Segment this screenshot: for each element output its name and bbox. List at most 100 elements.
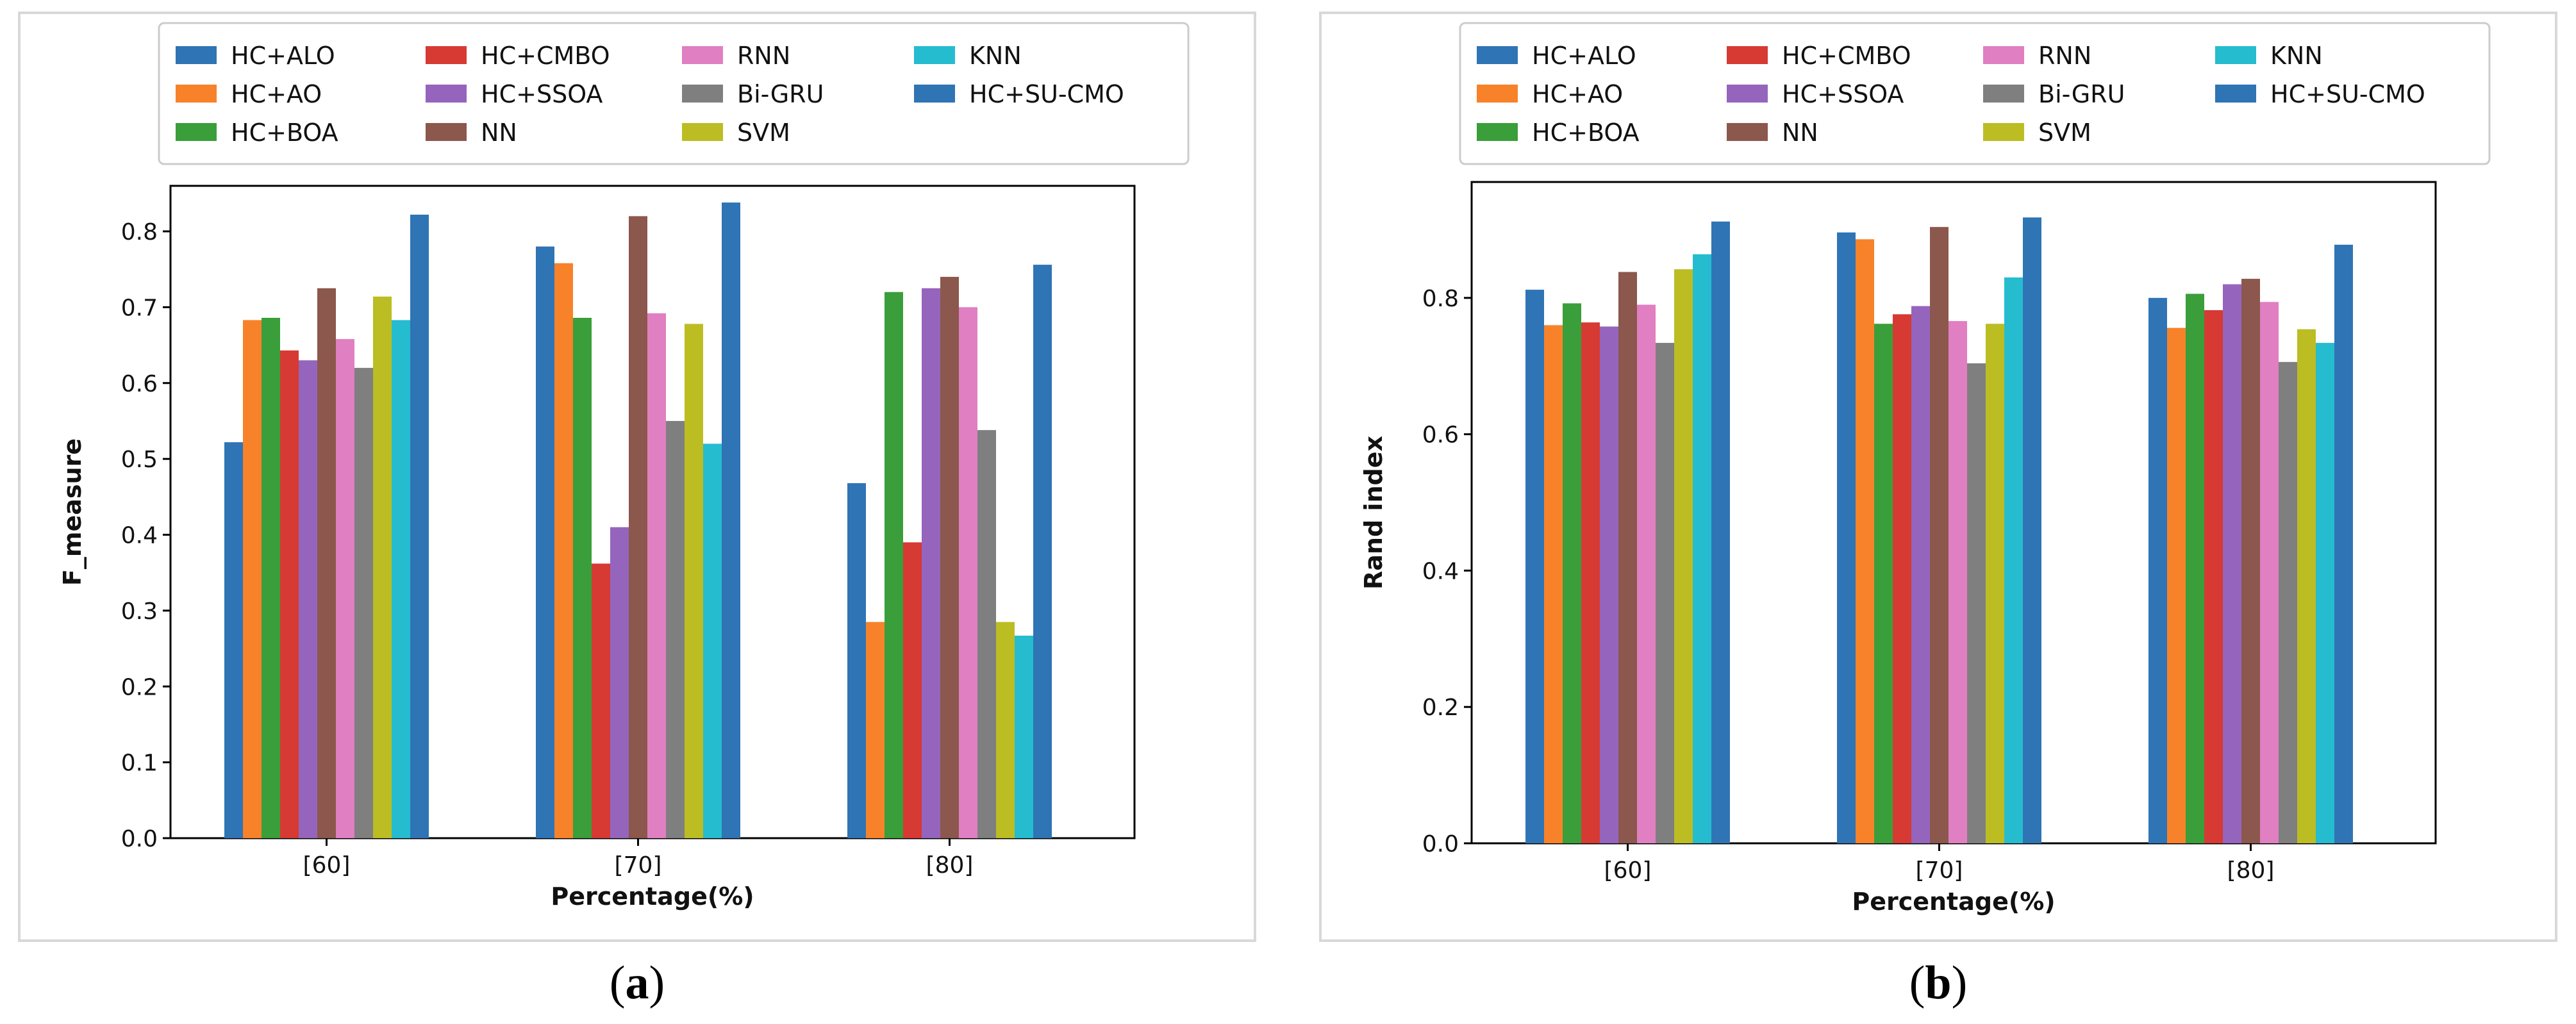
bar-hc-ao-80: [2167, 327, 2186, 843]
legend-swatch-hc-cmbo: [426, 46, 467, 64]
bar-nn-60: [317, 288, 336, 838]
x-tick-label: [80]: [2227, 857, 2275, 884]
legend-swatch-rnn: [1983, 46, 2024, 64]
y-tick-label: 0.2: [121, 674, 158, 700]
legend-label-bi-gru: Bi-GRU: [737, 80, 824, 108]
bar-nn-70: [1930, 227, 1949, 843]
bar-hc-boa-80: [885, 292, 903, 838]
legend-label-hc-ao: HC+AO: [1532, 80, 1623, 108]
y-tick-label: 0.2: [1422, 695, 1459, 721]
bar-hc-su-cmo-70: [2023, 217, 2041, 843]
legend-swatch-hc-alo: [1477, 46, 1518, 64]
legend-swatch-nn: [1727, 123, 1768, 141]
legend-swatch-hc-cmbo: [1727, 46, 1768, 64]
bar-hc-ao-80: [866, 622, 885, 838]
bar-svm-70: [685, 324, 703, 838]
legend-swatch-hc-ssoa: [1727, 85, 1768, 103]
bar-svm-80: [2297, 329, 2316, 843]
legend-label-bi-gru: Bi-GRU: [2038, 80, 2125, 108]
bar-bi-gru-80: [977, 430, 996, 838]
bar-hc-cmbo-70: [592, 563, 610, 838]
bar-hc-ssoa-60: [1600, 326, 1618, 843]
bar-hc-alo-60: [1525, 290, 1544, 843]
chart-panel-a: 0.0 0.1 0.2 0.3 0.4 0.5 0.6 0.7 0.8 F_measure [60]…: [18, 12, 1256, 942]
legend-label-hc-su-cmo: HC+SU-CMO: [2270, 80, 2425, 108]
legend-swatch-knn: [914, 46, 955, 64]
legend-swatch-hc-ssoa: [426, 85, 467, 103]
bar-knn-80: [1015, 635, 1033, 838]
bar-bi-gru-60: [354, 368, 373, 838]
bar-bi-gru-70: [666, 420, 685, 838]
bar-hc-ao-60: [1544, 325, 1563, 843]
legend-label-nn: NN: [1782, 119, 1818, 147]
legend-swatch-hc-ao: [1477, 85, 1518, 103]
legend-label-hc-cmbo: HC+CMBO: [1782, 42, 1911, 70]
y-tick-label: 0.7: [121, 295, 158, 321]
legend-swatch-hc-su-cmo: [914, 85, 955, 103]
bar-bi-gru-70: [1967, 363, 1986, 843]
bar-hc-su-cmo-70: [722, 202, 740, 838]
legend-swatch-nn: [426, 123, 467, 141]
y-tick-label: 0.6: [1422, 422, 1459, 449]
legend-swatch-hc-boa: [176, 123, 217, 141]
bar-rnn-70: [647, 313, 666, 838]
bar-rnn-80: [959, 307, 977, 838]
legend-label-nn: NN: [481, 119, 517, 147]
bar-rnn-60: [336, 339, 354, 838]
bar-hc-alo-80: [2148, 297, 2167, 843]
legend-swatch-svm: [1983, 123, 2024, 141]
legend-label-hc-ssoa: HC+SSOA: [1782, 80, 1904, 108]
bar-svm-70: [1986, 324, 2004, 844]
legend-label-hc-boa: HC+BOA: [231, 119, 338, 147]
bar-knn-70: [2004, 277, 2023, 843]
bar-bi-gru-60: [1656, 343, 1674, 843]
legend-label-rnn: RNN: [2038, 42, 2091, 70]
bar-hc-alo-70: [1837, 232, 1856, 844]
legend-label-hc-ssoa: HC+SSOA: [481, 80, 602, 108]
legend-label-svm: SVM: [737, 119, 790, 147]
legend-label-hc-cmbo: HC+CMBO: [481, 42, 610, 70]
legend-label-hc-alo: HC+ALO: [1532, 42, 1636, 70]
bar-bi-gru-80: [2279, 361, 2297, 843]
bar-hc-boa-70: [1874, 324, 1893, 844]
legend-swatch-hc-su-cmo: [2215, 85, 2256, 103]
legend-label-knn: KNN: [969, 42, 1022, 70]
y-tick-label: 0.0: [1422, 831, 1459, 857]
bar-knn-70: [703, 443, 722, 838]
bar-hc-boa-60: [1563, 303, 1581, 843]
x-tick-label: [60]: [303, 852, 351, 879]
legend-swatch-rnn: [682, 46, 723, 64]
legend-label-hc-boa: HC+BOA: [1532, 119, 1640, 147]
x-tick-label: [60]: [1604, 857, 1652, 884]
bar-hc-cmbo-60: [1581, 322, 1600, 844]
legend-label-hc-alo: HC+ALO: [231, 42, 335, 70]
legend-label-knn: KNN: [2270, 42, 2323, 70]
bar-hc-boa-60: [262, 317, 280, 839]
y-tick-label: 0.4: [1422, 558, 1459, 584]
bar-hc-boa-80: [2186, 293, 2204, 843]
chart-panel-b: 0.0 0.2 0.4 0.6 0.8 Rand index [60] [70] [80] Per…: [1319, 12, 2557, 942]
bar-nn-70: [629, 216, 647, 838]
y-tick-label: 0.3: [121, 599, 158, 625]
legend-swatch-hc-boa: [1477, 123, 1518, 141]
bar-hc-ssoa-70: [610, 527, 629, 838]
bar-nn-60: [1618, 272, 1637, 843]
x-axis-label: Percentage(%): [1852, 888, 2055, 916]
bar-svm-80: [996, 622, 1015, 838]
caption-b: (b): [1909, 957, 1968, 1009]
bar-knn-80: [2316, 343, 2334, 843]
bar-hc-alo-60: [224, 442, 243, 838]
bar-hc-ssoa-80: [2223, 284, 2241, 843]
y-tick-label: 0.4: [121, 523, 158, 549]
bar-hc-boa-70: [573, 317, 592, 839]
bar-hc-cmbo-80: [2204, 310, 2223, 844]
y-axis-label: F_measure: [58, 438, 87, 586]
caption-a: (a): [609, 957, 665, 1009]
legend-swatch-bi-gru: [1983, 85, 2024, 103]
legend-swatch-svm: [682, 123, 723, 141]
bar-hc-ao-70: [1856, 239, 1874, 843]
bar-hc-ssoa-80: [922, 288, 940, 838]
bar-hc-ao-70: [554, 263, 573, 839]
legend-label-rnn: RNN: [737, 42, 790, 70]
legend-label-hc-ao: HC+AO: [231, 80, 322, 108]
